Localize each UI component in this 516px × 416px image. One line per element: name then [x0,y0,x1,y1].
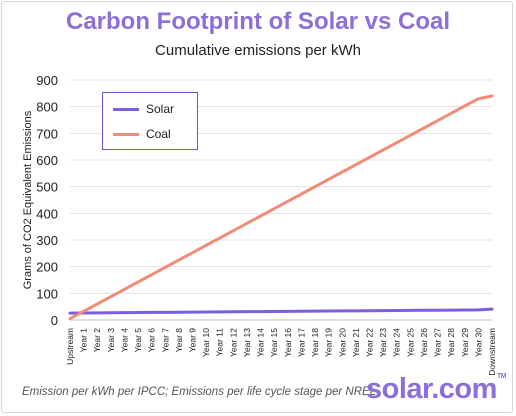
x-tick-label: Year 23 [378,328,388,357]
x-tick-label: Downstream [487,328,497,376]
x-tick-label: Year 5 [133,328,143,353]
x-tick-label: Year 14 [256,328,266,357]
chart-title: Carbon Footprint of Solar vs Coal [65,8,450,35]
y-tick-label: 200 [36,260,58,275]
x-tick-label: Year 6 [147,328,157,353]
x-tick-label: Year 10 [201,328,211,357]
x-tick-label: Year 26 [419,328,429,357]
y-tick-label: 600 [36,153,58,168]
x-tick-label: Year 1 [79,328,89,353]
series-line-coal [68,94,494,321]
brand-trademark: TM [496,373,507,380]
series-line-solar [68,307,494,315]
legend: Solar Coal [102,92,198,150]
x-tick-label: Year 13 [242,328,252,357]
x-tick-label: Year 24 [392,328,402,357]
legend-swatch-coal [113,132,139,136]
x-tick-label: Year 11 [215,328,225,357]
y-axis-label: Grams of CO2 Equivalent Emissions [22,110,34,289]
x-tick-label: Year 12 [228,328,238,357]
y-tick-label: 300 [36,233,58,248]
chart-subtitle: Cumulative emissions per kWh [155,42,361,59]
y-tick-label: 900 [36,73,58,88]
y-tick-label: 0 [51,313,58,328]
series-lines [68,94,494,321]
x-tick-label: Year 19 [324,328,334,357]
brand-logo: solar.comTM [366,373,507,406]
x-tick-label: Year 30 [473,328,483,357]
x-tick-label: Year 17 [296,328,306,357]
legend-item-coal: Coal [113,126,171,142]
y-tick-label: 800 [36,100,58,115]
gridlines [70,79,492,321]
x-tick-label: Year 27 [433,328,443,357]
x-tick-label: Upstream [65,328,75,365]
source-note: Emission per kWh per IPCC; Emissions per… [22,386,380,398]
x-tick-label: Year 21 [351,328,361,357]
x-tick-label: Year 8 [174,328,184,353]
legend-label-solar: Solar [146,102,175,116]
legend-item-solar: Solar [113,101,174,117]
x-axis-ticks: Upstream Year 1 Year 2 Year 3 Year 4 Year 5 Ye… [65,328,497,376]
legend-swatch-solar [113,107,139,111]
x-tick-label: Year 22 [364,328,374,357]
x-tick-label: Year 2 [92,328,102,353]
x-tick-label: Year 18 [310,328,320,357]
brand-name: solar.com [366,373,497,405]
x-tick-label: Year 9 [188,328,198,353]
x-tick-label: Year 29 [460,328,470,357]
y-tick-label: 500 [36,180,58,195]
y-tick-label: 100 [36,286,58,301]
y-axis-ticks: 0 100 200 300 400 500 600 700 800 900 [36,73,58,328]
legend-label-coal: Coal [146,127,171,141]
x-tick-label: Year 28 [446,328,456,357]
x-tick-label: Year 7 [160,328,170,353]
x-tick-label: Year 16 [283,328,293,357]
x-tick-label: Year 20 [337,328,347,357]
x-tick-label: Year 4 [119,328,129,353]
y-tick-label: 400 [36,206,58,221]
x-tick-label: Year 15 [269,328,279,357]
y-tick-label: 700 [36,126,58,141]
x-tick-label: Year 3 [106,328,116,353]
x-tick-label: Year 25 [405,328,415,357]
